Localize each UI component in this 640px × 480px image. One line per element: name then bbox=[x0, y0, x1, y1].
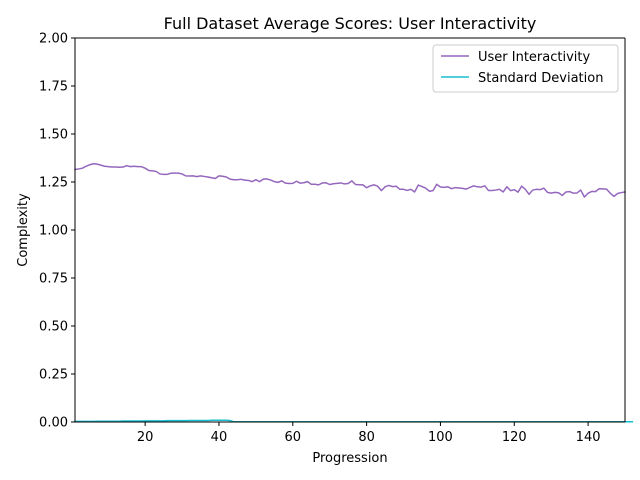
legend-box bbox=[432, 44, 619, 93]
y-tick-label-4: 1.00 bbox=[39, 224, 68, 239]
x-tick-label-80: 80 bbox=[358, 430, 375, 445]
x-tick-label-100: 100 bbox=[428, 430, 453, 445]
x-axis-ticks: 20 40 60 80 100 120 140 bbox=[137, 422, 601, 445]
y-tick-label-1: 0.25 bbox=[39, 368, 68, 383]
chart-title: Full Dataset Average Scores: User Intera… bbox=[164, 14, 537, 33]
y-tick-label-5: 1.25 bbox=[39, 176, 68, 191]
legend: User Interactivity Standard Deviation bbox=[432, 44, 619, 93]
y-axis-ticks: 0.00 0.25 0.50 0.75 1.00 1.25 1.50 1.75 2.00 bbox=[39, 32, 75, 431]
x-tick-label-20: 20 bbox=[137, 430, 154, 445]
series-line-user-interactivity bbox=[74, 163, 626, 198]
y-tick-label-3: 0.75 bbox=[39, 272, 68, 287]
y-tick-label-0: 0.00 bbox=[39, 416, 68, 431]
y-tick-label-7: 1.75 bbox=[39, 80, 68, 95]
x-tick-label-120: 120 bbox=[502, 430, 527, 445]
x-tick-label-40: 40 bbox=[211, 430, 228, 445]
x-axis-label: Progression bbox=[312, 451, 387, 466]
x-tick-label-140: 140 bbox=[576, 430, 601, 445]
legend-label-standard-deviation: Standard Deviation bbox=[478, 71, 603, 86]
y-axis-label: Complexity bbox=[16, 193, 31, 267]
y-tick-label-8: 2.00 bbox=[39, 32, 68, 47]
plot-area bbox=[75, 38, 625, 422]
x-tick-label-60: 60 bbox=[285, 430, 302, 445]
y-tick-label-2: 0.50 bbox=[39, 320, 68, 335]
y-tick-label-6: 1.50 bbox=[39, 128, 68, 143]
legend-label-user-interactivity: User Interactivity bbox=[478, 50, 591, 65]
